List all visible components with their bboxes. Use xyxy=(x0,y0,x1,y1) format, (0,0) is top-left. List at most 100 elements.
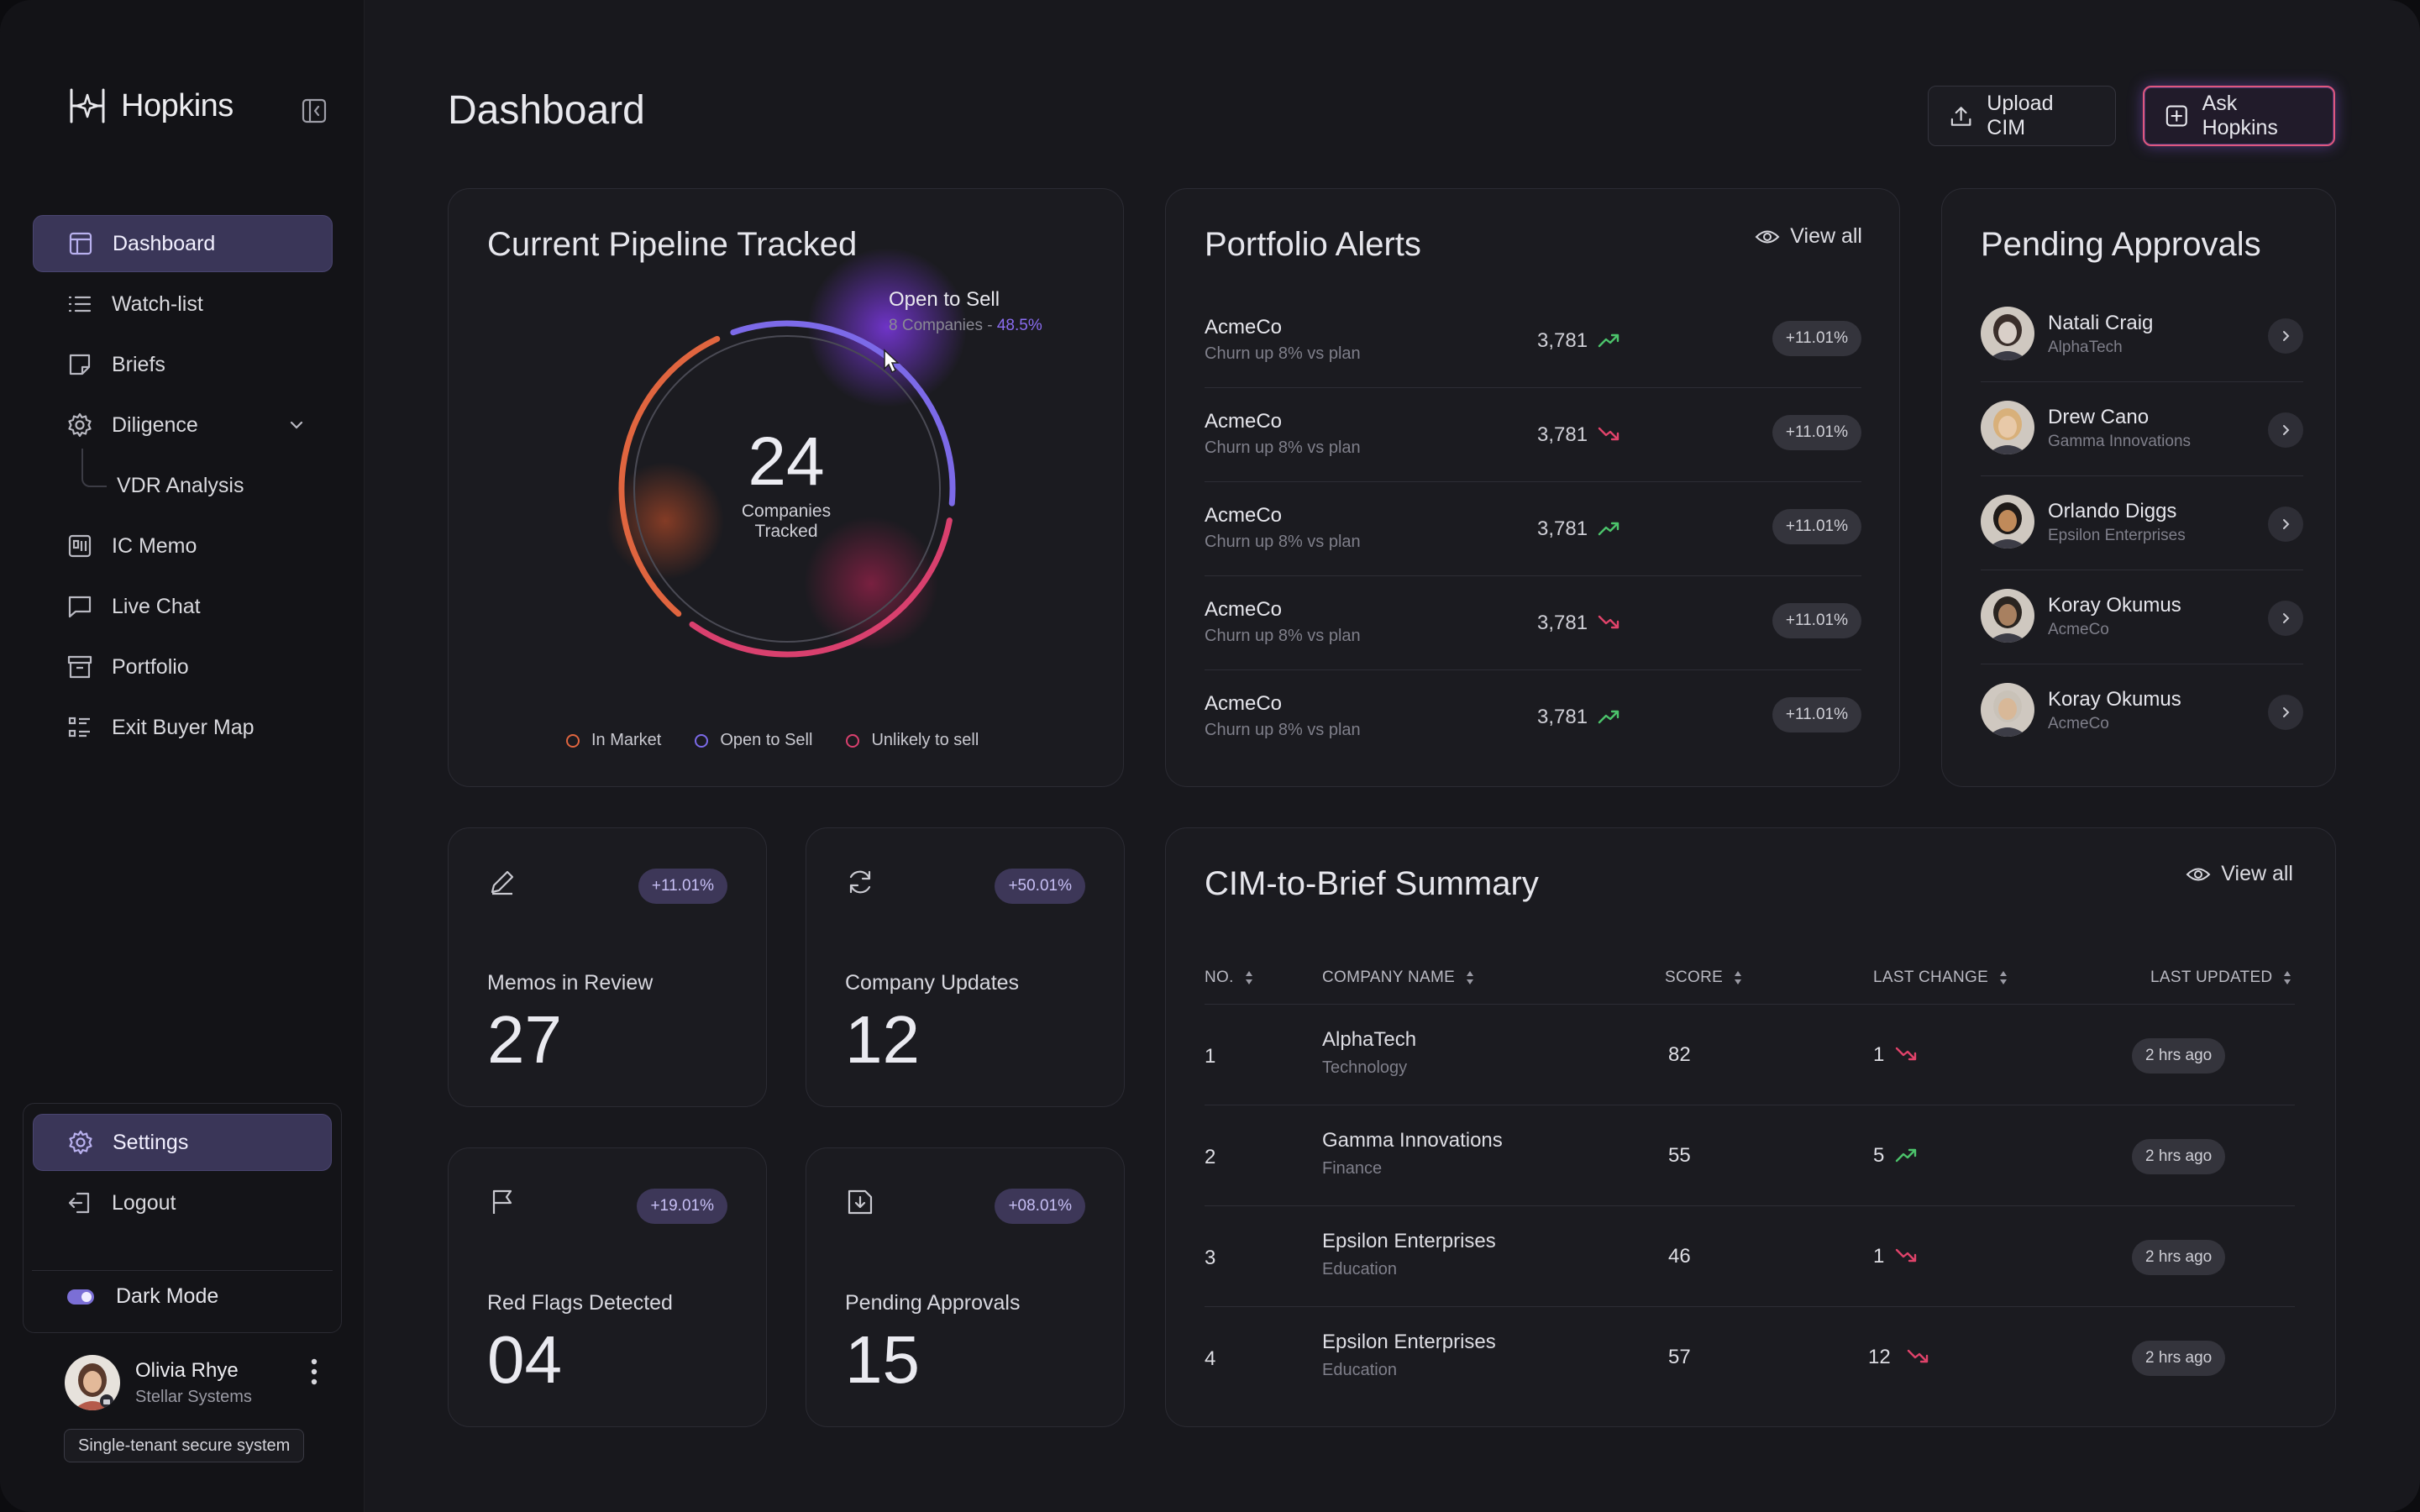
pipeline-total: 24 xyxy=(748,423,825,500)
sidebar-item-portfolio[interactable]: Portfolio xyxy=(33,638,333,696)
stat-card-company-updates[interactable]: +50.01% Company Updates 12 xyxy=(806,827,1125,1107)
table-row[interactable]: 3 Epsilon Enterprises Education 46 1 2 hrs ag… xyxy=(1205,1205,2295,1306)
chevron-right-button[interactable] xyxy=(2268,601,2303,636)
sidebar-item-label: Portfolio xyxy=(112,654,189,679)
approver-name: Drew Cano xyxy=(2048,406,2150,428)
approval-row[interactable]: Drew Cano Gamma Innovations xyxy=(1981,382,2303,476)
user-profile[interactable]: Olivia Rhye Stellar Systems xyxy=(65,1355,252,1410)
alert-row[interactable]: AcmeCo Churn up 8% vs plan 3,781 +11.01% xyxy=(1205,576,1861,670)
view-all-label: View all xyxy=(2221,862,2293,885)
last-updated-badge: 2 hrs ago xyxy=(2132,1341,2226,1376)
alert-value: 3,781 xyxy=(1537,612,1588,634)
avatar xyxy=(1981,401,2034,454)
table-row[interactable]: 1 AlphaTech Technology 82 1 2 hrs ago xyxy=(1205,1004,2295,1105)
donut-slice-unlikely-to-sell[interactable] xyxy=(689,517,953,658)
dark-mode-label: Dark Mode xyxy=(116,1284,219,1308)
alerts-view-all-link[interactable]: View all xyxy=(1755,224,1862,249)
sort-icon xyxy=(2000,971,2008,984)
company-sector: Education xyxy=(1322,1260,1397,1278)
approver-org: Epsilon Enterprises xyxy=(2048,527,2186,544)
legend-item-unlikely-to-sell[interactable]: Unlikely to sell xyxy=(846,731,979,750)
eye-icon xyxy=(1755,230,1780,243)
chevron-right-button[interactable] xyxy=(2268,507,2303,542)
sidebar-item-watch-list[interactable]: Watch-list xyxy=(33,276,333,333)
toggle-switch[interactable] xyxy=(67,1289,94,1305)
last-change: 5 xyxy=(1873,1144,1885,1167)
approval-row[interactable]: Koray Okumus AcmeCo xyxy=(1981,664,2303,759)
alert-value: 3,781 xyxy=(1537,329,1588,352)
column-header[interactable]: SCORE xyxy=(1665,969,1743,987)
alert-description: Churn up 8% vs plan xyxy=(1205,533,1361,551)
column-header[interactable]: LAST CHANGE xyxy=(1873,969,2008,987)
alert-change-badge: +11.01% xyxy=(1772,509,1861,544)
plus-square-icon xyxy=(2165,105,2187,127)
memo-icon xyxy=(68,534,92,558)
sidebar-item-settings[interactable]: Settings xyxy=(33,1114,332,1171)
stat-change-badge: +08.01% xyxy=(995,1189,1085,1224)
column-header[interactable]: LAST UPDATED xyxy=(2150,969,2292,987)
avatar xyxy=(1981,495,2034,549)
approval-row[interactable]: Natali Craig AlphaTech xyxy=(1981,288,2303,382)
table-row[interactable]: 4 Epsilon Enterprises Education 57 12 2 hrs a… xyxy=(1205,1306,2295,1407)
approval-row[interactable]: Orlando Diggs Epsilon Enterprises xyxy=(1981,476,2303,570)
alert-row[interactable]: AcmeCo Churn up 8% vs plan 3,781 +11.01% xyxy=(1205,294,1861,388)
alert-row[interactable]: AcmeCo Churn up 8% vs plan 3,781 +11.01% xyxy=(1205,670,1861,764)
more-vertical-icon[interactable] xyxy=(304,1355,324,1389)
sidebar-item-live-chat[interactable]: Live Chat xyxy=(33,578,333,635)
sidebar-item-ic-memo[interactable]: IC Memo xyxy=(33,517,333,575)
sidebar-item-briefs[interactable]: Briefs xyxy=(33,336,333,393)
cim-view-all-link[interactable]: View all xyxy=(2186,862,2293,886)
archive-icon xyxy=(67,655,92,679)
ask-hopkins-button[interactable]: Ask Hopkins xyxy=(2143,86,2335,146)
chevron-right-button[interactable] xyxy=(2268,318,2303,354)
trend-down-icon xyxy=(1598,427,1619,441)
stat-card-pending-approvals[interactable]: +08.01% Pending Approvals 15 xyxy=(806,1147,1125,1427)
stat-value: 15 xyxy=(845,1322,920,1397)
sidebar-item-diligence[interactable]: Diligence xyxy=(33,396,333,454)
trend-up-icon xyxy=(1598,522,1619,536)
upload-cim-button[interactable]: Upload CIM xyxy=(1928,86,2116,146)
approval-row[interactable]: Koray Okumus AcmeCo xyxy=(1981,570,2303,664)
upload-cim-label: Upload CIM xyxy=(1987,92,2054,139)
sidebar-item-label: Live Chat xyxy=(112,594,201,618)
avatar xyxy=(65,1355,120,1410)
column-header[interactable]: COMPANY NAME xyxy=(1322,969,1475,987)
sticky-note-icon xyxy=(69,354,91,375)
alert-row[interactable]: AcmeCo Churn up 8% vs plan 3,781 +11.01% xyxy=(1205,482,1861,576)
alerts-title: Portfolio Alerts xyxy=(1205,226,1421,263)
chevron-right-button[interactable] xyxy=(2268,412,2303,448)
approver-name: Koray Okumus xyxy=(2048,688,2181,711)
column-header-label: LAST CHANGE xyxy=(1873,969,1989,986)
legend-item-open-to-sell[interactable]: Open to Sell xyxy=(695,731,812,750)
sidebar-item-label: Diligence xyxy=(112,412,198,437)
alert-company: AcmeCo xyxy=(1205,316,1283,339)
column-header-label: SCORE xyxy=(1665,969,1724,986)
stat-change-badge: +50.01% xyxy=(995,869,1085,904)
cim-title: CIM-to-Brief Summary xyxy=(1205,865,1539,902)
collapse-sidebar-icon[interactable] xyxy=(301,97,328,124)
logo[interactable]: Hopkins xyxy=(67,87,234,125)
chevron-down-icon[interactable] xyxy=(286,414,307,436)
stat-card-red-flags[interactable]: +19.01% Red Flags Detected 04 xyxy=(448,1147,767,1427)
gear-icon xyxy=(69,1130,92,1155)
approver-name: Natali Craig xyxy=(2048,312,2154,334)
sidebar-item-vdr-analysis[interactable]: VDR Analysis xyxy=(33,449,333,514)
chevron-right-button[interactable] xyxy=(2268,695,2303,730)
table-row[interactable]: 2 Gamma Innovations Finance 55 5 2 hrs ago xyxy=(1205,1105,2295,1205)
hover-percent: 48.5% xyxy=(996,317,1042,334)
alert-company: AcmeCo xyxy=(1205,410,1283,433)
stat-card-memos[interactable]: +11.01% Memos in Review 27 xyxy=(448,827,767,1107)
sidebar-item-logout[interactable]: Logout xyxy=(33,1174,332,1231)
legend-item-in-market[interactable]: In Market xyxy=(566,731,661,750)
sidebar-nav: Dashboard Watch-list Briefs Diligence VD… xyxy=(33,215,333,759)
alert-row[interactable]: AcmeCo Churn up 8% vs plan 3,781 +11.01% xyxy=(1205,388,1861,482)
alert-change-badge: +11.01% xyxy=(1772,603,1861,638)
sidebar-item-dashboard[interactable]: Dashboard xyxy=(33,215,333,272)
column-header[interactable]: NO. xyxy=(1205,969,1254,987)
stat-change-badge: +19.01% xyxy=(637,1189,727,1224)
sidebar-item-exit-buyer-map[interactable]: Exit Buyer Map xyxy=(33,699,333,756)
donut-slice-in-market[interactable] xyxy=(618,335,721,617)
last-change: 1 xyxy=(1873,1043,1885,1066)
dark-mode-toggle[interactable]: Dark Mode xyxy=(67,1284,218,1309)
last-updated-badge: 2 hrs ago xyxy=(2132,1139,2226,1174)
